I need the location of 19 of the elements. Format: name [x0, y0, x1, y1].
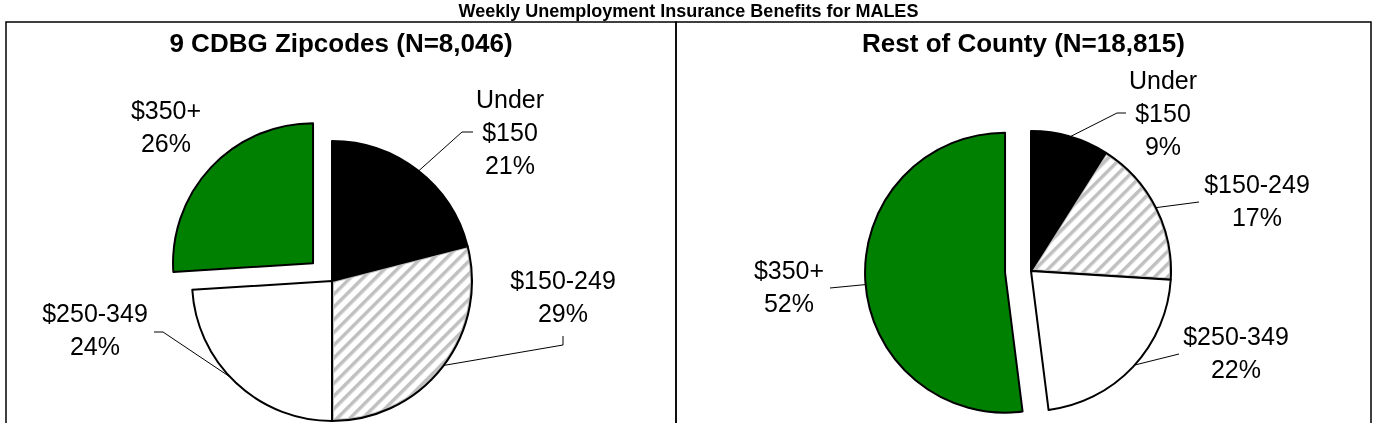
slice-label: $150-249 [1204, 170, 1310, 199]
slice-label: Under $150 [475, 84, 545, 146]
data-label: 9% [1144, 131, 1182, 160]
slice-label: $150-249 [510, 266, 616, 295]
data-label: 24% [69, 332, 121, 361]
slice-label: $350+ [130, 96, 202, 125]
slice-label: $250-349 [42, 299, 148, 328]
chart-title: Rest of County (N=18,815) [862, 28, 1185, 58]
data-label: 21% [484, 150, 536, 179]
slice-label: $250-349 [1183, 322, 1289, 351]
data-label: 29% [537, 299, 589, 328]
data-label: 52% [763, 289, 815, 318]
data-label: 26% [140, 129, 192, 158]
data-label: 22% [1210, 355, 1262, 384]
data-label: 17% [1231, 203, 1283, 232]
slice-label: $350+ [753, 256, 825, 285]
text: Weekly Unemployment Insurance Benefits for MALES [458, 1, 919, 21]
chart-title: 9 CDBG Zipcodes (N=8,046) [169, 28, 513, 58]
slice-label: Under $150 [1128, 65, 1198, 127]
